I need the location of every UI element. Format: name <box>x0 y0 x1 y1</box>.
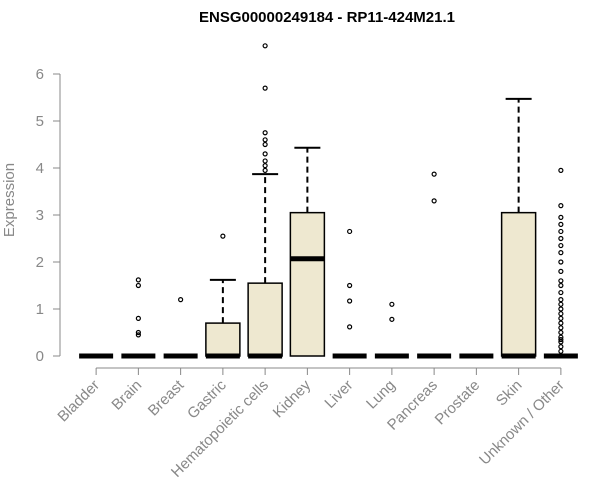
x-tick-label: Lung <box>363 377 399 413</box>
x-tick-label: Breast <box>145 376 188 419</box>
outlier-point <box>558 282 564 289</box>
outlier-point <box>389 316 395 322</box>
outlier-point <box>262 130 268 136</box>
y-axis-label: Expression <box>1 163 18 237</box>
outlier-point <box>558 344 564 350</box>
outlier-point <box>558 297 564 303</box>
outlier-point <box>262 151 268 157</box>
outlier-point <box>558 235 564 242</box>
x-tick-label: Bladder <box>54 377 103 426</box>
x-tick-label: Prostate <box>432 377 484 429</box>
box-liver <box>332 228 367 359</box>
outlier-point <box>558 339 564 345</box>
outlier-point <box>558 320 564 326</box>
outlier-point <box>558 329 564 336</box>
outlier-point <box>262 163 268 169</box>
box-body <box>247 282 283 357</box>
outlier-point <box>558 311 564 317</box>
outlier-point <box>558 306 564 312</box>
outlier-point <box>220 233 226 239</box>
outlier-point <box>558 167 564 173</box>
chart-title: ENSG00000249184 - RP11-424M21.1 <box>199 9 455 26</box>
outlier-point <box>135 329 141 336</box>
box-body <box>500 211 537 357</box>
outlier-point <box>431 171 437 177</box>
x-tick-label: Brain <box>108 377 145 414</box>
box-hematopoietic-cells <box>247 43 283 359</box>
outlier-point <box>262 167 268 173</box>
box-breast <box>163 297 198 359</box>
outlier-point <box>558 336 564 343</box>
outlier-point <box>347 282 353 289</box>
outlier-point <box>558 289 564 296</box>
x-tick-label: Liver <box>321 377 356 412</box>
y-tick-label: 5 <box>36 113 44 130</box>
outlier-point <box>558 334 564 340</box>
outlier-point <box>558 228 564 235</box>
outlier-point <box>558 325 564 331</box>
box-unknown-other <box>543 167 578 359</box>
box-series <box>79 43 578 359</box>
outlier-point <box>558 301 564 307</box>
box-brain <box>121 277 156 359</box>
box-pancreas <box>417 171 452 359</box>
outlier-point <box>262 137 268 143</box>
outlier-point <box>135 282 141 289</box>
outlier-point <box>558 315 564 321</box>
outlier-point <box>135 315 141 321</box>
outlier-point <box>262 141 268 148</box>
outlier-point <box>347 324 353 330</box>
y-tick-label: 4 <box>36 160 44 177</box>
y-tick-label: 6 <box>36 66 44 83</box>
y-tick-label: 1 <box>36 301 44 318</box>
outlier-point <box>262 85 268 91</box>
outlier-point <box>558 203 564 209</box>
box-gastric <box>205 233 241 359</box>
x-tick-label: Skin <box>493 377 526 410</box>
x-tick-label: Kidney <box>270 376 315 421</box>
box-body <box>205 322 241 357</box>
box-body <box>289 211 326 357</box>
box-skin <box>500 97 537 359</box>
outlier-point <box>347 298 353 304</box>
outlier-point <box>389 301 395 307</box>
outlier-point <box>558 221 564 227</box>
outlier-point <box>558 250 564 256</box>
outlier-point <box>558 242 564 249</box>
y-axis: 0 1 2 3 4 5 6 <box>36 66 61 365</box>
y-tick-label: 2 <box>36 254 44 271</box>
y-tick-label: 0 <box>36 348 44 365</box>
y-tick-label: 3 <box>36 207 44 224</box>
outlier-point <box>262 158 268 164</box>
outlier-point <box>558 348 564 354</box>
outlier-point <box>558 214 564 220</box>
outlier-point <box>262 43 268 49</box>
outlier-point <box>347 228 353 235</box>
outlier-point <box>178 297 184 303</box>
box-lung <box>374 301 409 359</box>
outlier-point <box>558 268 564 274</box>
outlier-point <box>135 332 141 338</box>
outlier-point <box>558 278 564 284</box>
outlier-point <box>135 277 141 283</box>
outlier-point <box>558 259 564 265</box>
box-kidney <box>289 146 326 357</box>
outlier-point <box>431 198 437 204</box>
